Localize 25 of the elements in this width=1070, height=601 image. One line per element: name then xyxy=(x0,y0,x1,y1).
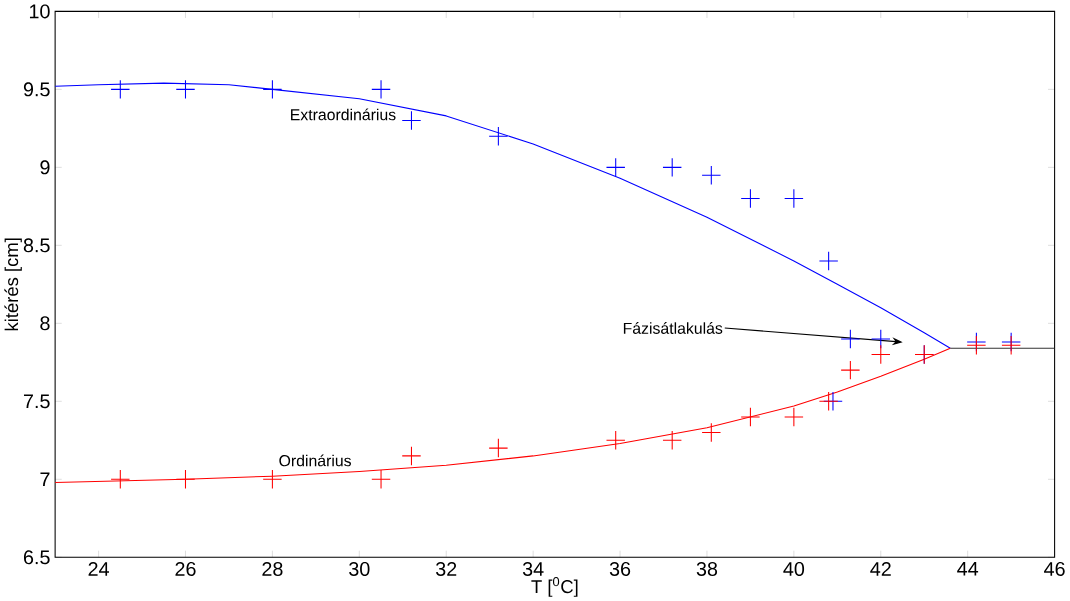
x-tick-label: 36 xyxy=(609,561,631,576)
y-tick-label: 9.5 xyxy=(23,82,50,97)
x-tick-label: 30 xyxy=(349,561,370,576)
series-label: Extraordinárius xyxy=(291,108,396,121)
x-tick-label: 40 xyxy=(783,561,805,576)
x-tick-label: 24 xyxy=(88,561,109,576)
y-tick-label: 10 xyxy=(29,4,50,19)
y-tick-label: 8 xyxy=(40,316,50,331)
annotation: Fázisátlakulás xyxy=(623,322,723,334)
y-axis-title: kitérés [cm] xyxy=(4,238,22,331)
x-tick-label: 26 xyxy=(175,561,196,576)
x-tick-label: 46 xyxy=(1044,561,1065,576)
x-tick-label: 34 xyxy=(522,561,544,576)
x-axis-title: T [$^{0}$C] xyxy=(531,576,578,597)
x-tick-label: 42 xyxy=(870,561,891,576)
y-tick-label: 6.5 xyxy=(23,550,50,565)
x-tick-label: 28 xyxy=(262,561,283,576)
x-tick-label: 44 xyxy=(957,561,979,576)
y-tick-label: 9 xyxy=(40,160,50,175)
x-tick-label: 32 xyxy=(435,561,457,576)
series-label: Ordinárius xyxy=(279,454,351,467)
y-tick-label: 7.5 xyxy=(23,394,50,409)
y-tick-label: 8.5 xyxy=(23,238,50,253)
y-tick-label: 7 xyxy=(40,472,50,486)
x-tick-label: 38 xyxy=(696,561,718,576)
